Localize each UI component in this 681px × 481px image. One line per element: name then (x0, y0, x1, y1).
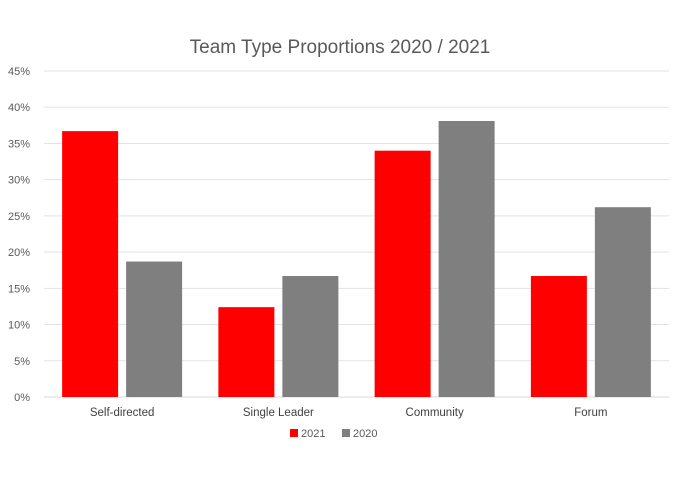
x-tick-label: Single Leader (243, 407, 314, 419)
bar-2021-community (374, 150, 431, 397)
y-tick-label: 15% (8, 283, 30, 295)
bar-2021-forum (530, 276, 587, 397)
legend-label-2021: 2021 (301, 428, 325, 440)
chart-title: Team Type Proportions 2020 / 2021 (190, 37, 491, 58)
y-tick-label: 40% (8, 102, 30, 114)
bar-2020-single-leader (282, 276, 339, 397)
y-tick-label: 10% (8, 320, 30, 332)
bar-2020-community (438, 120, 495, 397)
y-tick-label: 30% (8, 175, 30, 187)
bar-2020-forum (594, 207, 651, 397)
legend-swatch-2021 (290, 429, 298, 437)
legend-label-2020: 2020 (353, 428, 377, 440)
legend: 2021 2020 (290, 428, 377, 440)
y-tick-label: 35% (8, 138, 30, 150)
y-tick-label: 20% (8, 247, 30, 259)
y-tick-label: 5% (14, 356, 30, 368)
x-axis: Self-directed Single Leader Community Forum (90, 407, 608, 419)
x-tick-label: Self-directed (90, 407, 155, 419)
y-tick-label: 0% (14, 392, 30, 404)
y-tick-label: 45% (8, 66, 30, 78)
x-tick-label: Community (406, 407, 464, 419)
bar-2021-self-directed (62, 131, 119, 397)
bar-2021-single-leader (218, 307, 275, 397)
y-axis: 0% 5% 10% 15% 20% 25% 30% 35% 40% 45% (8, 66, 30, 404)
y-tick-label: 25% (8, 211, 30, 223)
bars (62, 120, 651, 397)
bar-2020-self-directed (126, 261, 183, 397)
legend-swatch-2020 (342, 429, 350, 437)
x-tick-label: Forum (574, 407, 607, 419)
